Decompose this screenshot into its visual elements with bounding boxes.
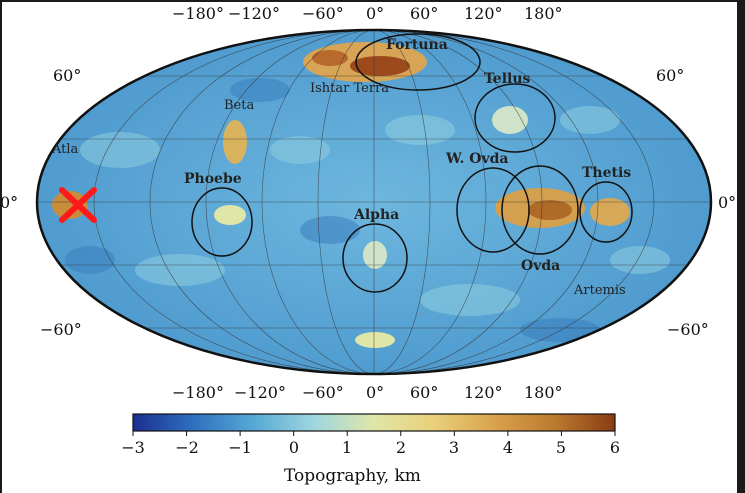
colorbar-tick-label: 5 (555, 438, 567, 457)
lon-label-top: 120° (464, 4, 503, 23)
w-ovda-circle (456, 167, 530, 253)
lon-label-top: −60° (302, 4, 344, 23)
feature-label-artemis: Artemis (574, 283, 626, 298)
feature-label-tellus: Tellus (484, 71, 531, 87)
tellus-circle (474, 83, 556, 153)
colorbar-tick-label: 1 (341, 438, 353, 457)
colorbar-tick-label: 3 (448, 438, 460, 457)
lat-label-right: 0° (718, 193, 737, 212)
x-mark-icon (59, 187, 97, 223)
lat-label-right: −60° (667, 320, 709, 339)
colorbar-tick-label: 6 (609, 438, 621, 457)
colorbar-tick-label: 4 (502, 438, 514, 457)
map-outline (35, 28, 713, 376)
feature-label-phoebe: Phoebe (184, 171, 242, 187)
alpha-circle (342, 223, 408, 293)
colorbar-title: Topography, km (284, 466, 421, 486)
lon-label-bottom: −60° (302, 383, 344, 402)
feature-label-atla: Atla (52, 142, 79, 157)
lon-label-bottom: −180° (172, 383, 224, 402)
lon-label-top: −120° (228, 4, 280, 23)
left-border (0, 0, 2, 493)
colorbar-tick-label: −2 (175, 438, 199, 457)
fortuna-circle (355, 33, 481, 91)
colorbar-tick-label: 0 (288, 438, 300, 457)
colorbar-tick-label: 2 (395, 438, 407, 457)
lon-label-bottom: −120° (234, 383, 286, 402)
lon-label-bottom: 60° (410, 383, 439, 402)
feature-label-beta: Beta (224, 98, 255, 113)
feature-label-ishtar: Ishtar Terra (310, 81, 390, 96)
region-circles (191, 33, 633, 293)
feature-label-thetis: Thetis (582, 165, 632, 181)
terrain-texture (65, 78, 670, 342)
ovda-circle (501, 165, 579, 255)
colorbar-tick-label: −3 (121, 438, 145, 457)
lat-label-left: −60° (40, 320, 82, 339)
lon-label-top: 60° (410, 4, 439, 23)
feature-label-fortuna: Fortuna (386, 37, 448, 53)
lon-label-top: 180° (524, 4, 563, 23)
lon-label-bottom: 120° (464, 383, 503, 402)
feature-label-ovda: Ovda (521, 258, 561, 274)
lat-label-left: 0° (0, 193, 19, 212)
thetis-circle (579, 181, 633, 243)
lon-label-top: −180° (172, 4, 224, 23)
lon-label-bottom: 180° (524, 383, 563, 402)
highland-regions (52, 42, 630, 348)
colorbar-tick-label: −1 (228, 438, 252, 457)
colorbar-bar (132, 413, 616, 432)
feature-label-alpha: Alpha (354, 207, 400, 223)
top-border (0, 0, 745, 2)
lat-label-left: 60° (53, 66, 82, 85)
right-border (737, 0, 745, 493)
feature-label-w-ovda: W. Ovda (446, 151, 509, 167)
lat-label-right: 60° (656, 66, 685, 85)
phoebe-circle (191, 187, 253, 257)
lon-label-bottom: 0° (366, 383, 385, 402)
lon-label-top: 0° (366, 4, 385, 23)
